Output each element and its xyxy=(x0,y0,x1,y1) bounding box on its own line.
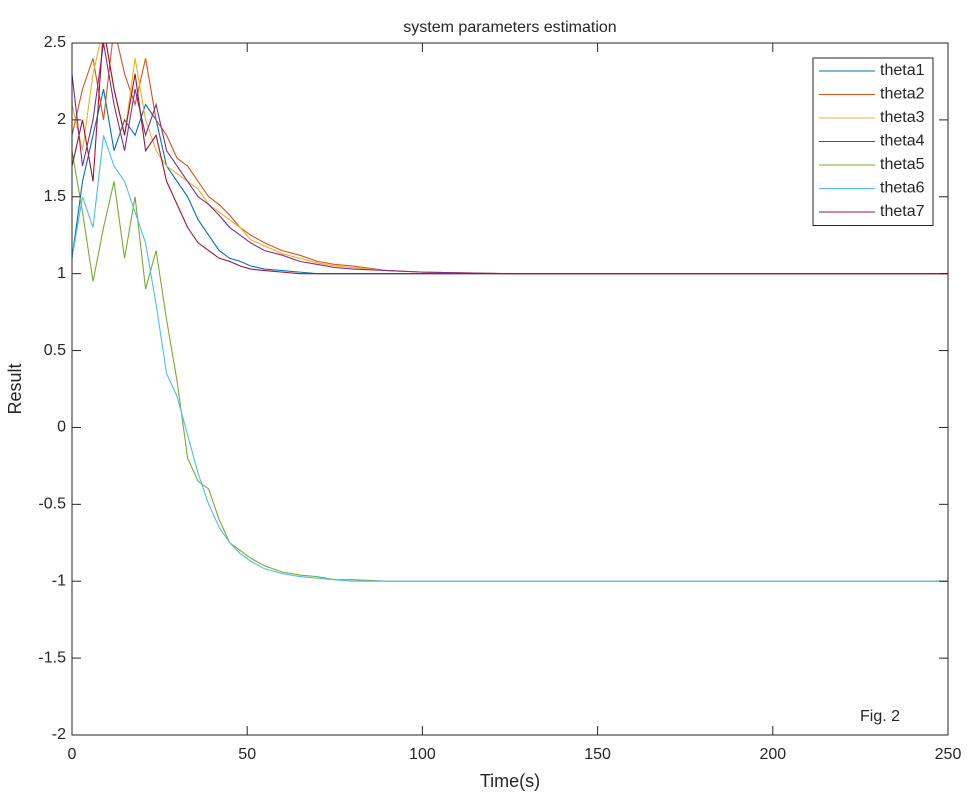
x-tick-label: 0 xyxy=(68,746,77,763)
annotation: Fig. 2 xyxy=(860,708,900,725)
legend-label: theta5 xyxy=(880,156,925,173)
series-line xyxy=(72,43,948,275)
y-tick-label: -1 xyxy=(52,572,66,589)
y-tick-label: 2.5 xyxy=(44,34,66,51)
series-line xyxy=(72,135,948,582)
x-axis-label: Time(s) xyxy=(480,771,540,791)
y-tick-label: -0.5 xyxy=(38,496,66,513)
x-tick-label: 50 xyxy=(238,746,256,763)
legend-label: theta6 xyxy=(880,180,925,197)
x-tick-label: 200 xyxy=(759,746,786,763)
plot-lines xyxy=(72,43,948,582)
legend-label: theta7 xyxy=(880,203,925,220)
y-tick-label: -1.5 xyxy=(38,649,66,666)
x-tick-label: 150 xyxy=(584,746,611,763)
y-tick-label: 2 xyxy=(57,111,66,128)
y-tick-label: 0 xyxy=(57,419,66,436)
axes-box xyxy=(71,42,949,736)
legend-label: theta1 xyxy=(880,62,925,79)
chart-title: system parameters estimation xyxy=(403,19,616,36)
legend: theta1 theta2 theta3 theta4 theta5 theta6 thet… xyxy=(812,57,934,226)
y-tick-label: 1.5 xyxy=(44,188,66,205)
series-line xyxy=(72,43,948,275)
legend-label: theta4 xyxy=(880,133,925,150)
y-tick-label: 0.5 xyxy=(44,342,66,359)
legend-label: theta3 xyxy=(880,109,925,126)
y-axis-label: Result xyxy=(5,363,25,414)
x-tick-label: 100 xyxy=(409,746,436,763)
legend-label: theta2 xyxy=(880,86,925,103)
y-tick-label: 1 xyxy=(57,265,66,282)
x-tick-label: 250 xyxy=(935,746,962,763)
y-tick-label: -2 xyxy=(52,726,66,743)
